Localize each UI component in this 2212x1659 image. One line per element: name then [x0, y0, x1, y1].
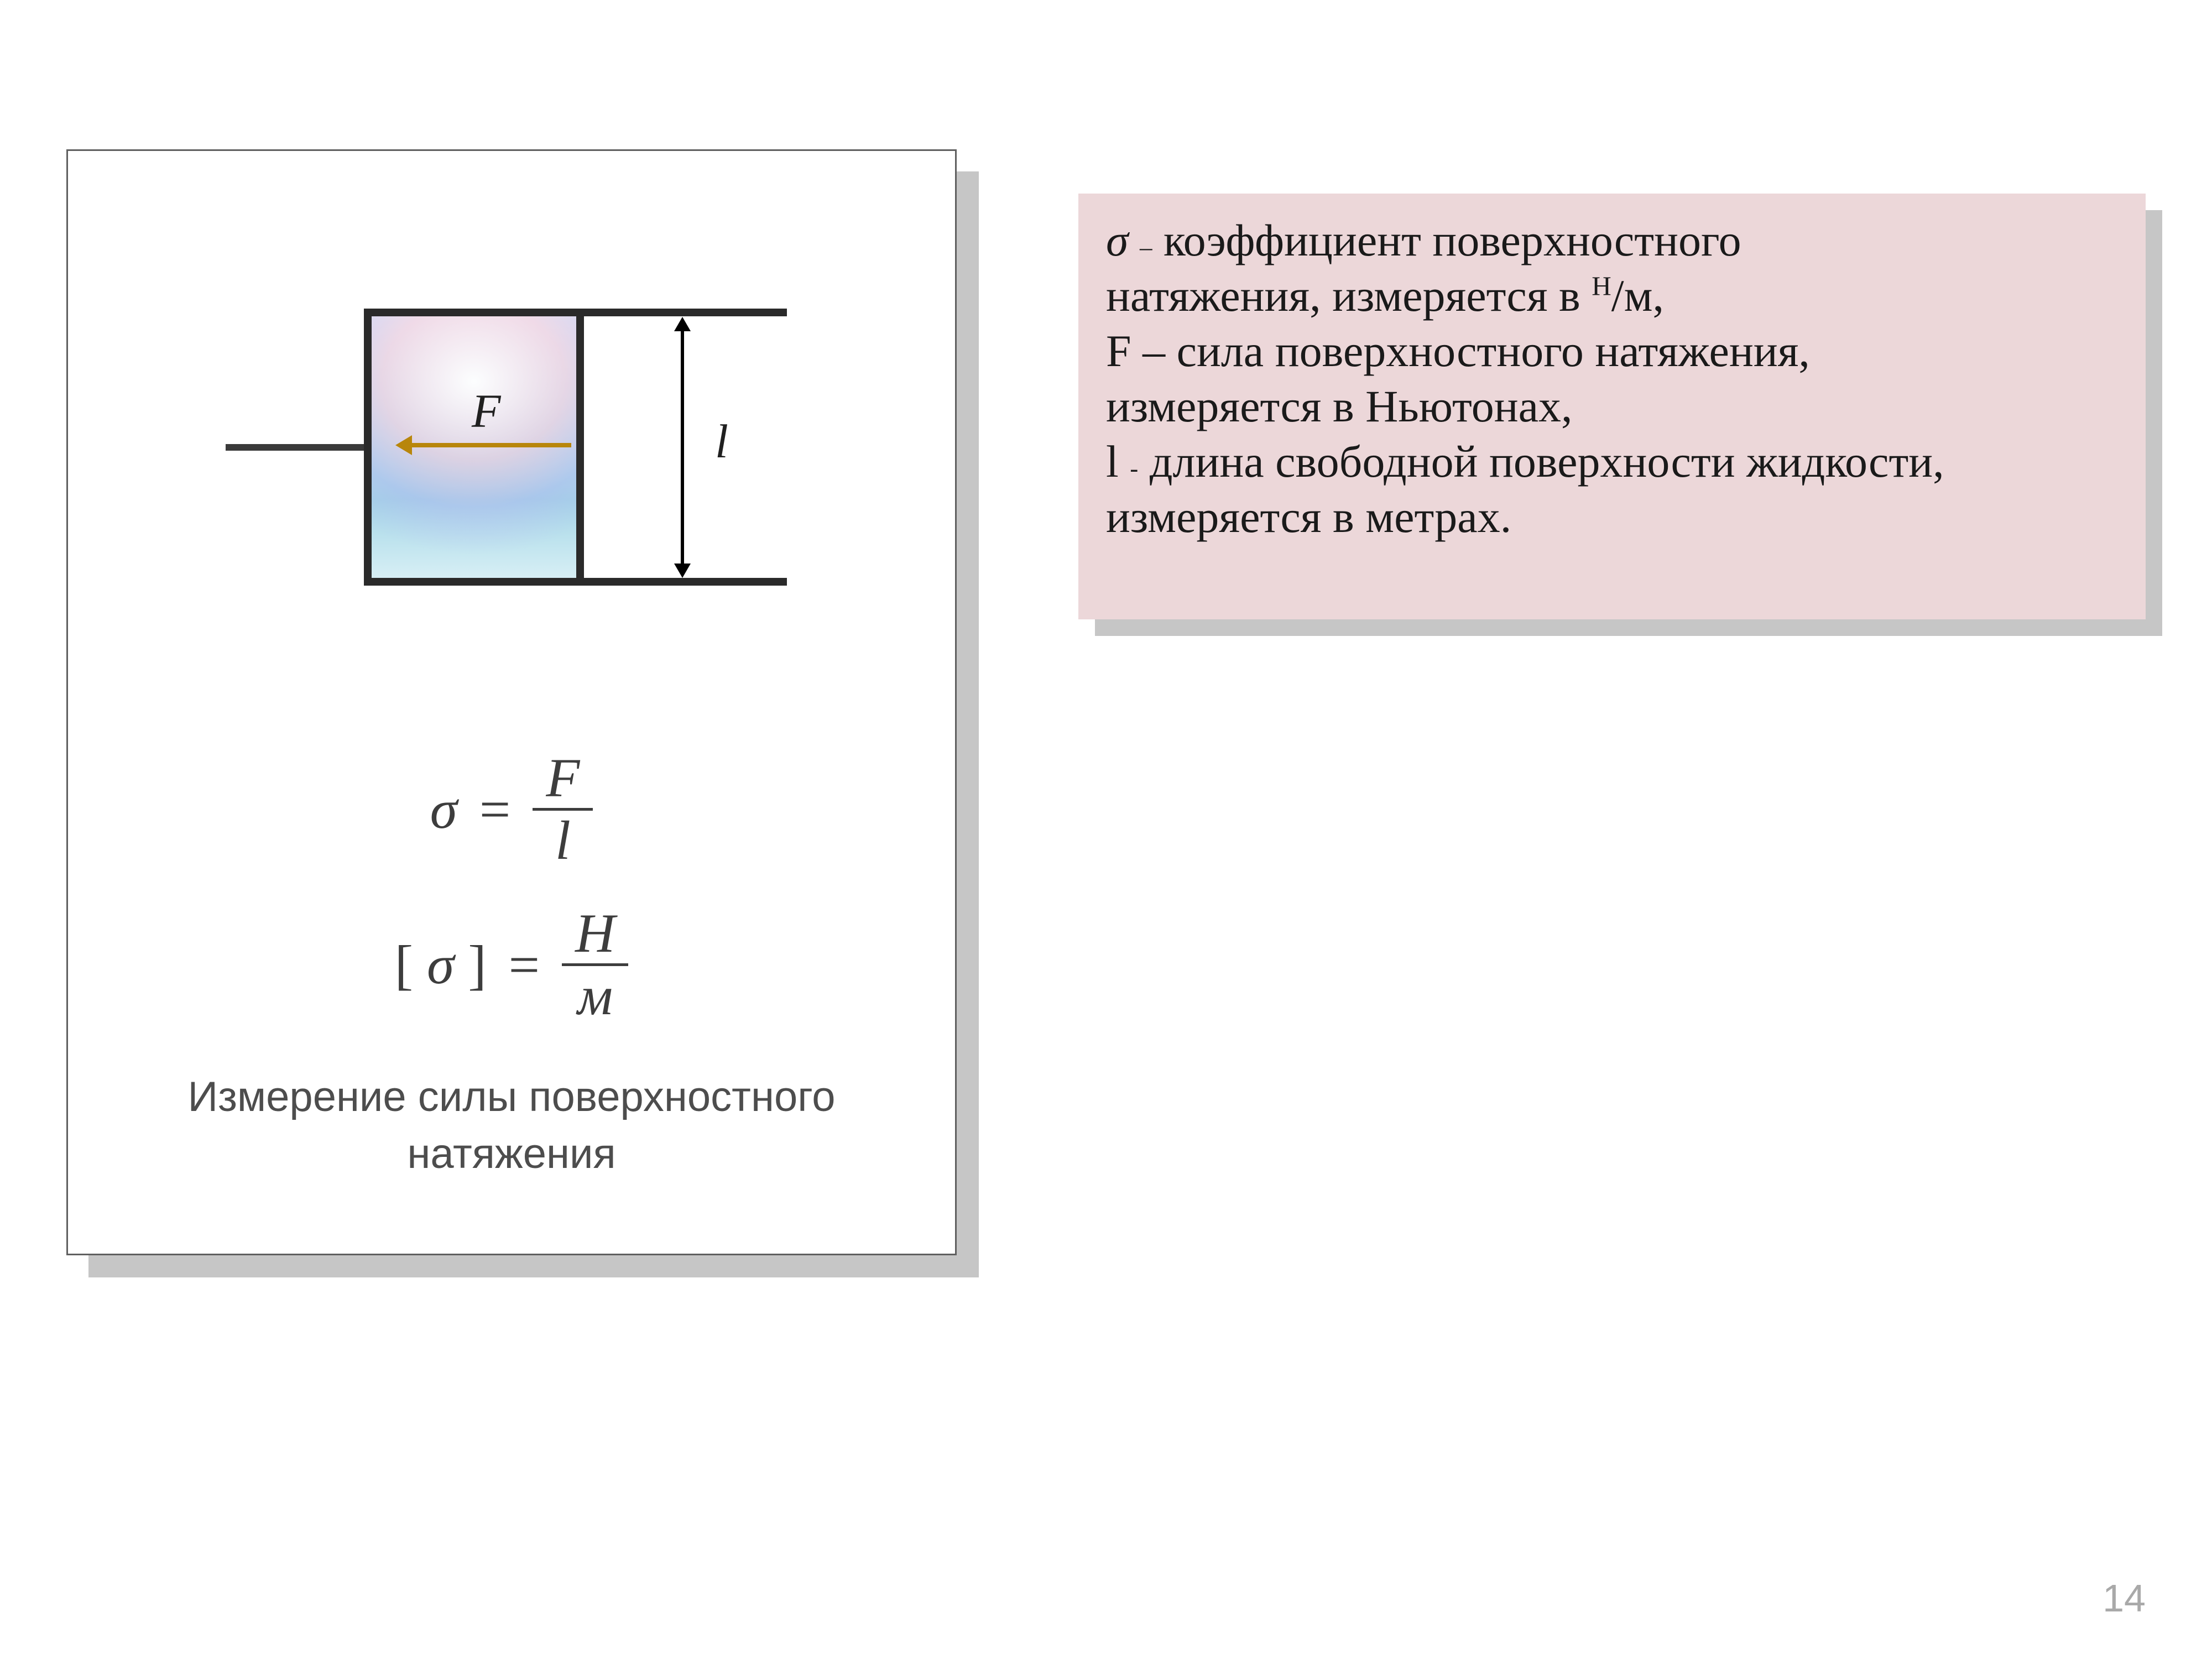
diagram-frame-bottom	[364, 578, 787, 586]
defs-line5-rest: длина свободной поверхности жидкости,	[1138, 436, 1944, 487]
figure-panel: F l σ = F l	[66, 149, 957, 1255]
page-number: 14	[2103, 1576, 2146, 1620]
bracket-close: ]	[468, 934, 486, 995]
formula-units: [ σ ] = Н м	[395, 904, 629, 1026]
defs-dash1: –	[1140, 233, 1152, 261]
definitions-panel-wrap: σ – коэффициент поверхностного натяжения…	[1078, 194, 2146, 619]
bracket-open: [	[395, 934, 413, 995]
formula-units-equals: =	[509, 937, 540, 993]
force-arrow-head-icon	[395, 435, 412, 455]
formulas-block: σ = F l [ σ ] = Н	[68, 732, 955, 1042]
defs-line5-pre: l	[1106, 436, 1130, 487]
defs-unit-after: /м,	[1611, 270, 1664, 321]
length-label: l	[715, 414, 728, 469]
defs-line6: измеряется в метрах.	[1106, 492, 1511, 542]
defs-line4: измеряется в Ньютонах,	[1106, 381, 1573, 431]
formula-units-denominator: м	[564, 966, 626, 1026]
diagram-wire-left	[226, 444, 364, 451]
defs-line2: натяжения, измеряется в	[1106, 270, 1592, 321]
formula-sigma-numerator: F	[533, 748, 593, 808]
defs-dash2: -	[1130, 455, 1138, 482]
diagram-frame-left	[364, 309, 372, 586]
figure-panel-wrap: F l σ = F l	[66, 149, 957, 1255]
figure-caption-line2: натяжения	[407, 1130, 615, 1177]
force-arrow-stem	[411, 443, 571, 447]
formula-units-sigma: σ	[427, 934, 454, 995]
formula-units-numerator: Н	[562, 904, 628, 963]
force-label: F	[472, 383, 501, 439]
defs-line1-rest: коэффициент поверхностного	[1152, 215, 1741, 265]
formula-sigma-equals: =	[479, 782, 510, 837]
defs-unit-super: Н	[1592, 271, 1611, 301]
formula-sigma: σ = F l	[430, 748, 593, 870]
formula-units-lhs: [ σ ]	[395, 937, 487, 993]
formula-sigma-denominator: l	[542, 811, 584, 870]
surface-tension-diagram: F l	[68, 151, 955, 627]
diagram-slider-bar	[576, 309, 584, 586]
formula-sigma-lhs: σ	[430, 782, 457, 837]
defs-sigma-symbol: σ	[1106, 215, 1128, 265]
figure-caption-line1: Измерение силы поверхностного	[187, 1073, 835, 1120]
figure-caption: Измерение силы поверхностного натяжения	[68, 1069, 955, 1182]
defs-line3: F – сила поверхностного натяжения,	[1106, 326, 1810, 376]
formula-units-fraction: Н м	[562, 904, 628, 1026]
length-arrow-line	[681, 324, 684, 571]
formula-sigma-fraction: F l	[533, 748, 593, 870]
length-arrow-head-down-icon	[674, 564, 691, 578]
diagram-frame-top	[364, 309, 787, 316]
definitions-panel: σ – коэффициент поверхностного натяжения…	[1078, 194, 2146, 619]
